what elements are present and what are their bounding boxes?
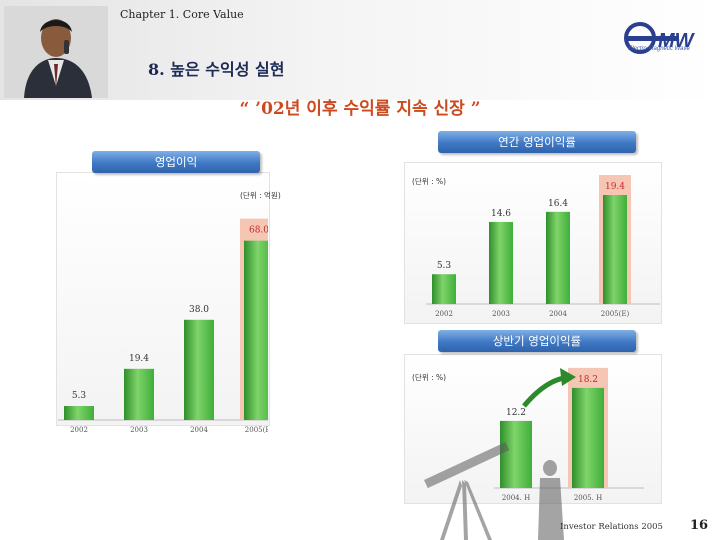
annual-margin-title: 연간 영업이익률 xyxy=(438,131,636,153)
value-label: 19.4 xyxy=(605,182,625,192)
operating-profit-chart: 5.3 2002 19.4 2003 38.0 2004 68.0 2005(E) xyxy=(58,218,268,434)
annual-margin-chart: 5.3 2002 14.6 2003 16.4 2004 19.4 2005(E) xyxy=(426,174,660,318)
category-label: 2004 xyxy=(190,426,208,434)
value-label: 5.3 xyxy=(72,391,87,401)
value-label: 18.2 xyxy=(578,375,598,385)
value-label: 16.4 xyxy=(548,199,568,209)
category-label: 2005. H xyxy=(574,494,602,502)
value-label: 19.4 xyxy=(129,354,149,364)
bar-2004 xyxy=(546,211,570,304)
operating-profit-title: 영업이익 xyxy=(92,151,260,173)
category-label: 2002 xyxy=(435,310,453,318)
growth-arrow xyxy=(522,375,565,408)
category-label: 2002 xyxy=(70,426,88,434)
growth-arrow-head xyxy=(560,368,576,386)
bar-2005(E) xyxy=(603,194,627,304)
annual-margin-unit: (단위 : %) xyxy=(412,177,447,186)
page-subtitle: “ ’02년 이후 수익률 지속 신장 ” xyxy=(239,99,481,119)
half-margin-title: 상반기 영업이익률 xyxy=(438,330,636,352)
telescope-silhouette xyxy=(424,441,564,540)
value-label: 5.3 xyxy=(437,261,452,271)
category-label: 2005(E) xyxy=(601,310,630,318)
category-label: 2004 xyxy=(549,310,567,318)
category-label: 2003 xyxy=(130,426,148,434)
bar-2004. H xyxy=(500,420,532,488)
footer-text: Investor Relations 2005 xyxy=(560,522,663,532)
value-label: 14.6 xyxy=(491,209,511,219)
category-label: 2003 xyxy=(492,310,510,318)
half-margin-chart: 12.2 2004. H 18.2 2005. H xyxy=(494,367,644,502)
bar-2003 xyxy=(489,221,513,304)
bar-2003 xyxy=(124,368,154,420)
bar-2005(E) xyxy=(244,240,268,420)
bar-2002 xyxy=(64,406,94,420)
bar-2004 xyxy=(184,319,214,420)
value-label: 68.0 xyxy=(249,226,268,236)
category-label: 2004. H xyxy=(502,494,530,502)
value-label: 38.0 xyxy=(189,305,209,315)
bar-2002 xyxy=(432,274,456,304)
logo-tagline: Electro Magnetic Wave xyxy=(628,46,690,52)
operating-profit-unit: (단위 : 억원) xyxy=(240,191,281,200)
category-label: 2005(E) xyxy=(245,426,268,434)
businessman-photo xyxy=(4,6,108,98)
value-label: 12.2 xyxy=(506,408,526,418)
bar-2005. H xyxy=(572,387,604,488)
page-number: 16 xyxy=(690,518,709,533)
logo-wordmark: MW xyxy=(658,30,696,52)
header-background xyxy=(0,0,720,100)
company-logo: MW xyxy=(624,22,696,54)
chapter-label: Chapter 1. Core Value xyxy=(120,8,244,21)
half-margin-unit: (단위 : %) xyxy=(412,373,447,382)
page-title: 8. 높은 수익성 실현 xyxy=(148,60,285,79)
